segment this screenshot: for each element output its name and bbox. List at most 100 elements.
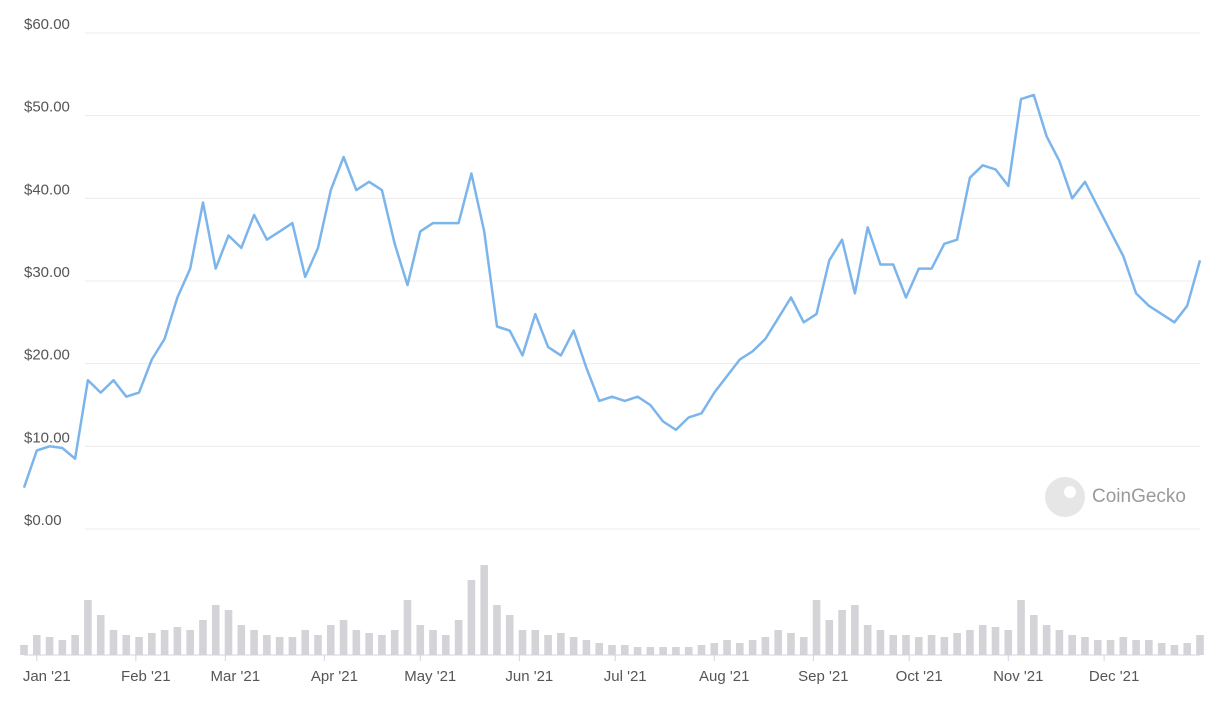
volume-bar — [224, 610, 233, 655]
volume-bar — [774, 630, 782, 655]
watermark-logo — [1045, 477, 1085, 517]
volume-bar — [595, 643, 604, 655]
volume-bar — [32, 635, 41, 655]
volume-bar — [736, 643, 744, 655]
volume-bar — [416, 625, 425, 655]
y-tick-label: $0.00 — [24, 512, 62, 529]
volume-bar — [1119, 637, 1128, 655]
volume-bar — [442, 635, 450, 655]
volume-bar — [966, 630, 974, 655]
volume-bar — [1030, 615, 1038, 655]
x-tick-label: Apr '21 — [311, 668, 358, 685]
volume-bar — [825, 620, 834, 655]
volume-bar — [569, 637, 578, 655]
volume-bar — [761, 637, 770, 655]
volume-bar — [940, 637, 949, 655]
y-tick-label: $50.00 — [24, 99, 70, 116]
volume-bar — [135, 637, 143, 655]
volume-bar — [1055, 630, 1064, 655]
y-tick-label: $40.00 — [24, 181, 70, 198]
volume-bar — [71, 635, 79, 655]
volume-bar — [467, 580, 476, 655]
x-tick-label: Feb '21 — [121, 668, 171, 685]
volume-bar — [902, 635, 910, 655]
volume-bar — [914, 637, 923, 655]
volume-bar — [288, 637, 297, 655]
watermark: CoinGecko — [1092, 486, 1186, 507]
volume-bar — [250, 630, 258, 655]
x-tick-label: Oct '21 — [896, 668, 943, 685]
volume-bar — [876, 630, 885, 655]
x-tick-label: Jul '21 — [604, 668, 647, 685]
volume-bar — [275, 637, 284, 655]
volume-bar — [314, 635, 322, 655]
volume-bar — [211, 605, 220, 655]
volume-bar — [237, 625, 246, 655]
y-tick-label: $10.00 — [24, 429, 70, 446]
x-tick-label: Jun '21 — [505, 668, 553, 685]
volume-bar — [378, 635, 386, 655]
volume-bar — [544, 635, 552, 655]
y-tick-label: $60.00 — [24, 16, 70, 33]
volume-bar — [838, 610, 846, 655]
volume-bar — [748, 640, 757, 655]
volume-bar — [1042, 625, 1051, 655]
volume-bar — [122, 635, 131, 655]
volume-bar — [84, 600, 92, 655]
volume-bar — [1068, 635, 1076, 655]
volume-bar — [812, 600, 821, 655]
volume-bar — [1017, 600, 1025, 655]
volume-bar — [1145, 640, 1153, 655]
volume-bar — [799, 637, 808, 655]
volume-bar — [454, 620, 463, 655]
volume-bar — [518, 630, 527, 655]
plot: $0.00 $10.00 $20.00 $30.00 $40.00 $50.00 $60.0… — [20, 16, 1204, 685]
volume-bar — [684, 647, 693, 655]
volume-bar — [787, 633, 795, 655]
volume-bar — [582, 640, 591, 655]
volume-bar — [20, 645, 28, 655]
volume-bar — [480, 565, 488, 655]
volume-bar — [365, 633, 373, 655]
volume-bar — [493, 605, 501, 655]
volume-bar — [326, 625, 335, 655]
volume-bar — [557, 633, 565, 655]
volume-bar — [1004, 630, 1013, 655]
volume-bar — [672, 647, 680, 655]
price-line — [22, 93, 1202, 489]
volume-bar — [889, 635, 898, 655]
volume-bar — [659, 647, 667, 655]
volume-bar — [173, 627, 182, 655]
volume-bar — [851, 605, 859, 655]
volume-bar — [697, 645, 706, 655]
volume-bar — [263, 635, 271, 655]
y-tick-label: $30.00 — [24, 264, 70, 281]
volume-bar — [1081, 637, 1089, 655]
volume-bar — [109, 630, 118, 655]
x-tick-label: Nov '21 — [993, 668, 1043, 685]
volume-bar — [390, 630, 399, 655]
volume-bar — [1132, 640, 1140, 655]
x-tick-label: May '21 — [404, 668, 456, 685]
volume-bar — [1183, 643, 1192, 655]
volume-bar — [96, 615, 105, 655]
volume-bar — [863, 625, 872, 655]
x-tick-label: Jan '21 — [23, 668, 71, 685]
volume-bar — [301, 630, 310, 655]
volume-bar — [723, 640, 731, 655]
volume-bar — [646, 647, 655, 655]
volume-bar — [58, 640, 67, 655]
x-tick-label: Mar '21 — [211, 668, 261, 685]
volume-bar — [1196, 635, 1204, 655]
volume-bar — [620, 645, 629, 655]
x-tick-label: Dec '21 — [1089, 668, 1139, 685]
volume-bar — [199, 620, 207, 655]
volume-bar — [1093, 640, 1102, 655]
x-tick-label: Aug '21 — [699, 668, 749, 685]
volume-bar — [1157, 643, 1166, 655]
volume-bar — [1106, 640, 1115, 655]
volume-bar — [45, 637, 54, 655]
x-tick-label: Sep '21 — [798, 668, 848, 685]
